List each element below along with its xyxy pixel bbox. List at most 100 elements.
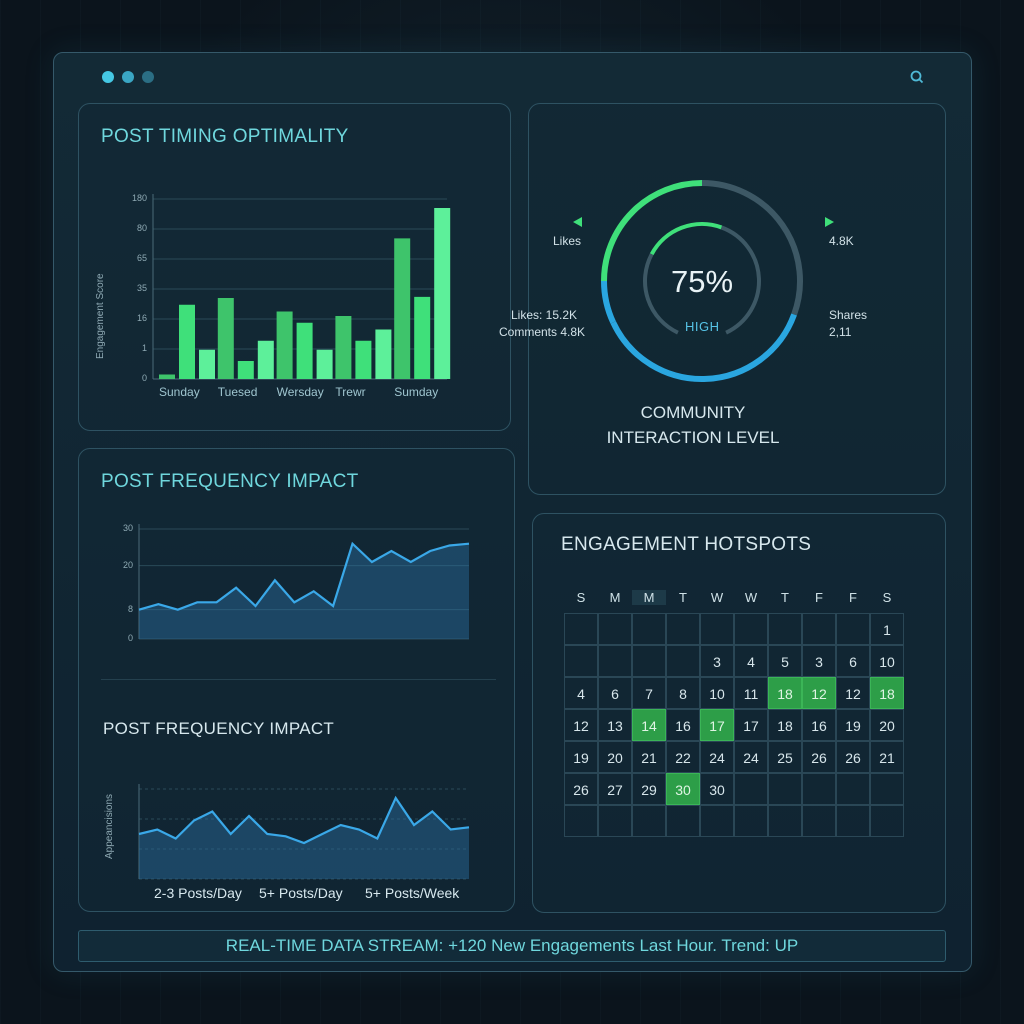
inner-arc-track-2	[643, 253, 679, 335]
calendar-day[interactable]	[700, 613, 734, 645]
calendar-day[interactable]: 26	[564, 773, 598, 805]
calendar-day[interactable]	[564, 613, 598, 645]
weekday-label: M	[632, 590, 666, 605]
calendar-day[interactable]: 27	[598, 773, 632, 805]
calendar-day[interactable]: 3	[802, 645, 836, 677]
minimize-dot-icon[interactable]	[122, 71, 134, 83]
bar	[414, 296, 431, 379]
calendar-day[interactable]	[564, 645, 598, 677]
calendar-day[interactable]: 5	[768, 645, 802, 677]
calendar-day[interactable]: 6	[598, 677, 632, 709]
maximize-dot-icon[interactable]	[142, 71, 154, 83]
weekday-label: F	[849, 590, 857, 605]
calendar-day[interactable]	[564, 805, 598, 837]
calendar-day[interactable]	[870, 805, 904, 837]
calendar-day[interactable]	[632, 805, 666, 837]
calendar-day[interactable]	[666, 805, 700, 837]
calendar-day[interactable]: 19	[836, 709, 870, 741]
calendar-day[interactable]: 1	[870, 613, 904, 645]
calendar-day[interactable]: 10	[700, 677, 734, 709]
calendar-day[interactable]	[768, 805, 802, 837]
calendar-day[interactable]: 16	[666, 709, 700, 741]
calendar-day[interactable]: 21	[870, 741, 904, 773]
calendar-day[interactable]: 26	[802, 741, 836, 773]
calendar-day[interactable]: 12	[564, 709, 598, 741]
calendar-day[interactable]	[666, 613, 700, 645]
calendar-day[interactable]	[734, 773, 768, 805]
calendar-day[interactable]	[768, 613, 802, 645]
calendar-day[interactable]: 18	[768, 677, 802, 709]
calendar-day[interactable]: 25	[768, 741, 802, 773]
calendar-day[interactable]: 12	[836, 677, 870, 709]
calendar-day[interactable]	[802, 613, 836, 645]
y-tick-label: 80	[136, 223, 147, 233]
calendar-day[interactable]: 24	[734, 741, 768, 773]
close-dot-icon[interactable]	[102, 71, 114, 83]
weekday-label: W	[744, 590, 758, 605]
calendar-day[interactable]	[734, 613, 768, 645]
calendar-day[interactable]: 20	[598, 741, 632, 773]
calendar-day[interactable]	[802, 773, 836, 805]
calendar-day[interactable]	[870, 773, 904, 805]
calendar-day[interactable]	[666, 645, 700, 677]
calendar-day[interactable]	[836, 773, 870, 805]
post-frequency-area-chart-2	[138, 784, 470, 880]
weekday-label: M	[609, 590, 621, 605]
calendar-day[interactable]	[632, 613, 666, 645]
calendar-day[interactable]: 30	[666, 773, 700, 805]
calendar-day[interactable]: 14	[632, 709, 666, 741]
likes-count-label: Likes: 15.2K	[511, 308, 578, 322]
calendar-day[interactable]	[836, 613, 870, 645]
calendar-day[interactable]: 12	[802, 677, 836, 709]
calendar-day[interactable]: 7	[632, 677, 666, 709]
inner-arc-green	[649, 222, 723, 256]
y-tick-label: 65	[136, 253, 147, 263]
weekday-label: S	[576, 590, 586, 605]
search-icon[interactable]	[909, 69, 925, 85]
calendar-day[interactable]	[700, 805, 734, 837]
calendar-day[interactable]: 17	[700, 709, 734, 741]
calendar-day[interactable]: 10	[870, 645, 904, 677]
calendar-day[interactable]	[598, 805, 632, 837]
window-controls	[102, 71, 154, 83]
calendar-day[interactable]	[598, 645, 632, 677]
comments-count-label: Comments 4.8K	[499, 325, 586, 339]
calendar-day[interactable]: 19	[564, 741, 598, 773]
left-arrow-icon	[573, 217, 582, 227]
calendar-day[interactable]: 4	[734, 645, 768, 677]
calendar-day[interactable]: 8	[666, 677, 700, 709]
calendar-day[interactable]: 22	[666, 741, 700, 773]
calendar-day[interactable]	[734, 805, 768, 837]
calendar-day[interactable]: 30	[700, 773, 734, 805]
shares-label: Shares	[829, 308, 868, 322]
calendar-day[interactable]: 16	[802, 709, 836, 741]
calendar-day[interactable]: 4	[564, 677, 598, 709]
post-timing-panel: POST TIMING OPTIMALITY Engagement Score …	[78, 103, 511, 431]
calendar-day[interactable]: 13	[598, 709, 632, 741]
calendar-day[interactable]: 11	[734, 677, 768, 709]
x-tick-label: 2-3 Posts/Day	[154, 885, 242, 901]
inner-arc-track	[720, 225, 761, 335]
calendar-day[interactable]: 17	[734, 709, 768, 741]
calendar-day[interactable]	[768, 773, 802, 805]
x-tick-label: Sunday	[159, 385, 200, 399]
bar	[237, 361, 254, 379]
y-tick-label: 0	[127, 633, 133, 643]
calendar-day[interactable]: 20	[870, 709, 904, 741]
calendar-day[interactable]: 6	[836, 645, 870, 677]
calendar-day[interactable]: 24	[700, 741, 734, 773]
calendar-day[interactable]: 26	[836, 741, 870, 773]
x-tick-label: Wersday	[276, 385, 324, 399]
calendar-day[interactable]	[598, 613, 632, 645]
calendar-day[interactable]: 18	[870, 677, 904, 709]
y-tick-label: 0	[141, 373, 147, 383]
calendar-day[interactable]: 21	[632, 741, 666, 773]
weekday-label: W	[710, 590, 724, 605]
bar	[296, 322, 313, 379]
calendar-day[interactable]: 18	[768, 709, 802, 741]
calendar-day[interactable]: 3	[700, 645, 734, 677]
calendar-day[interactable]: 29	[632, 773, 666, 805]
calendar-day[interactable]	[802, 805, 836, 837]
calendar-day[interactable]	[632, 645, 666, 677]
calendar-day[interactable]	[836, 805, 870, 837]
